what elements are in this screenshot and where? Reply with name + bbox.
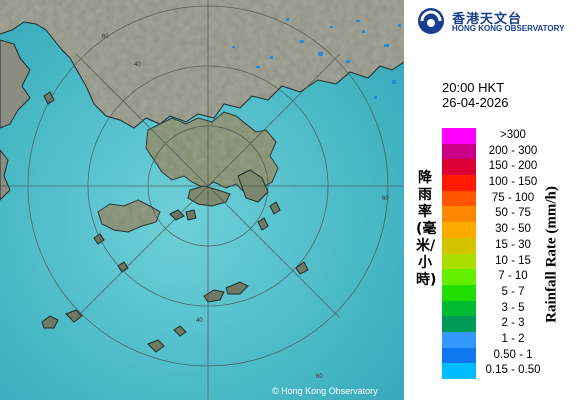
legend-label: 100 - 150 [488,176,538,189]
legend-label: 75 - 100 [491,191,535,204]
org-name-english: HONG KONG OBSERVATORY [452,24,565,33]
legend-label: >300 [500,129,526,141]
west-land [0,39,31,201]
legend-panel: 香港天文台 HONG KONG OBSERVATORY 20:00 HKT 26… [404,0,577,400]
legend-swatch [442,128,476,144]
legend-swatch [442,284,476,301]
org-name-chinese: 香港天文台 [452,12,523,27]
legend-label: 200 - 300 [488,144,538,157]
legend-swatch [442,159,476,176]
range-ring-labels: 60 40 60 40 60 [102,34,389,380]
radar-map: 60 40 60 40 60 © Hong Kong Observatory [0,0,404,400]
legend-title-chinese: 降雨率(毫米/小時) [416,170,437,288]
observation-date: 26-04-2026 [442,95,509,110]
ring-label: 60 [382,196,389,202]
legend-label: 10 - 15 [495,254,531,267]
legend-label: 0.50 - 1 [493,348,533,361]
legend-swatch [442,269,476,285]
ring-label: 60 [316,374,323,380]
range-rings [0,0,404,400]
legend-swatch [442,316,476,332]
legend-swatch [442,190,476,207]
legend-swatch [442,347,476,364]
hong-kong-land [97,111,279,233]
hko-logo: 香港天文台 HONG KONG OBSERVATORY [414,6,574,36]
copyright-text: © Hong Kong Observatory [272,386,378,396]
ring-label: 60 [102,34,109,40]
legend-label: 15 - 30 [495,238,531,251]
mainland [0,0,404,129]
legend-swatch [442,237,476,254]
legend-label: 1 - 2 [501,332,525,345]
legend-label: 3 - 5 [501,301,525,314]
legend-label: 150 - 200 [488,160,538,173]
legend-label: 7 - 10 [498,270,528,283]
hko-emblem-icon [418,8,444,34]
legend-swatch [442,363,476,379]
legend-swatch [442,222,476,238]
legend-label: 2 - 3 [501,317,525,330]
legend-swatch [442,300,476,317]
legend-label: 50 - 75 [495,207,531,220]
legend-swatch [442,331,476,348]
legend-label: 5 - 7 [501,285,525,298]
legend-swatch [442,253,476,270]
legend-swatch [442,206,476,223]
ring-label: 40 [134,62,141,68]
legend-title-english: Rainfall Rate (mm/h) [543,186,560,323]
islands [41,91,309,353]
rain-echoes [232,18,401,99]
ring-label: 40 [196,318,203,324]
legend-swatch [442,143,476,160]
observation-time: 20:00 HKT [442,80,505,95]
legend-swatch [442,175,476,191]
legend-label: 30 - 50 [495,223,531,236]
legend-label: 0.15 - 0.50 [485,364,541,377]
